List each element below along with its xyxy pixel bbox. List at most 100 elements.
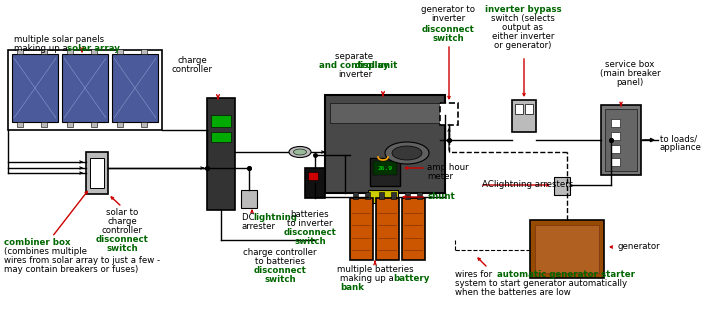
Text: to loads/: to loads/ [660,134,697,143]
Bar [515,104,523,114]
Text: panel): panel) [616,78,644,87]
Bar [8,50,162,130]
Text: system to start generator automatically: system to start generator automatically [455,279,627,288]
Bar [12,54,58,122]
Text: switch: switch [264,275,296,284]
Text: output as: output as [503,23,543,32]
Ellipse shape [289,146,311,158]
Text: switch: switch [106,244,138,253]
Bar [86,152,108,194]
Bar [611,119,620,127]
Bar [611,145,620,153]
Text: charge: charge [107,217,137,226]
Text: generator to: generator to [421,5,475,14]
Bar [141,49,147,54]
Text: inverter bypass: inverter bypass [484,5,562,14]
Bar [512,100,536,132]
Text: disconnect: disconnect [254,266,306,275]
Bar [376,198,399,260]
Text: controller: controller [172,65,212,74]
Text: multiple solar panels: multiple solar panels [14,35,104,44]
Bar [41,49,47,54]
Bar [601,105,641,175]
Bar [67,122,73,127]
Bar [325,95,445,193]
Text: charge: charge [177,56,207,65]
Text: amp hour: amp hour [427,163,469,172]
Bar [391,192,396,199]
Bar [17,49,23,54]
Text: wires from solar array to just a few -: wires from solar array to just a few - [4,256,160,265]
Text: arrester: arrester [242,222,276,231]
Bar [330,103,440,123]
Text: solar array: solar array [67,44,120,53]
Text: multiple batteries: multiple batteries [336,265,414,274]
Text: switch: switch [294,237,326,246]
Text: generator: generator [617,242,660,251]
Text: disconnect: disconnect [421,25,475,34]
Text: DC: DC [242,213,257,222]
Bar [117,122,123,127]
Text: to batteries: to batteries [255,257,305,266]
Text: display: display [355,61,390,70]
Bar [379,192,384,199]
Bar [554,177,570,195]
Ellipse shape [294,149,306,155]
Bar [67,49,73,54]
Bar [365,192,370,199]
Text: switch (selects: switch (selects [491,14,555,23]
Bar [207,98,235,210]
Bar [402,198,425,260]
Text: appliances: appliances [660,143,701,152]
Bar [211,115,231,127]
Text: shunt: shunt [428,192,456,201]
Bar [241,190,257,208]
Text: 26.9: 26.9 [378,165,393,171]
Text: making up a: making up a [340,274,397,283]
Ellipse shape [392,146,422,160]
Bar [535,225,599,273]
Bar [90,158,104,188]
Text: (combines multiple: (combines multiple [4,247,87,256]
Bar [117,49,123,54]
Text: switch: switch [433,34,464,43]
Bar [308,172,318,180]
Bar [350,198,373,260]
Bar [17,122,23,127]
Text: solar to: solar to [106,208,138,217]
Text: making up a: making up a [14,44,71,53]
Text: combiner box: combiner box [4,238,71,247]
Text: inverter: inverter [431,14,465,23]
Text: batteries: batteries [291,210,329,219]
Bar [211,132,231,142]
Bar [611,132,620,140]
Bar [91,49,97,54]
Text: (main breaker: (main breaker [599,69,660,78]
Text: meter: meter [427,172,453,181]
Text: either inverter: either inverter [492,32,554,41]
Bar [373,161,397,175]
Text: separate: separate [334,52,376,61]
Text: wires for: wires for [455,270,495,279]
Text: disconnect: disconnect [95,235,149,244]
Bar [605,109,637,171]
Text: battery: battery [393,274,430,283]
Bar [530,220,604,278]
Text: bank: bank [340,283,364,292]
Bar [525,104,533,114]
Text: to inverter: to inverter [287,219,333,228]
Text: disconnect: disconnect [284,228,336,237]
Text: and control unit: and control unit [319,61,397,70]
Text: lightning arresters: lightning arresters [494,180,573,189]
Bar [305,168,325,198]
Text: or generator): or generator) [494,41,552,50]
Text: AC: AC [482,180,496,189]
Text: when the batteries are low: when the batteries are low [455,288,571,297]
Bar [41,122,47,127]
Bar [405,192,410,199]
Text: controller: controller [102,226,142,235]
Bar [91,122,97,127]
Text: inverter: inverter [338,70,372,79]
Bar [370,158,400,186]
Text: lightning: lightning [253,213,297,222]
